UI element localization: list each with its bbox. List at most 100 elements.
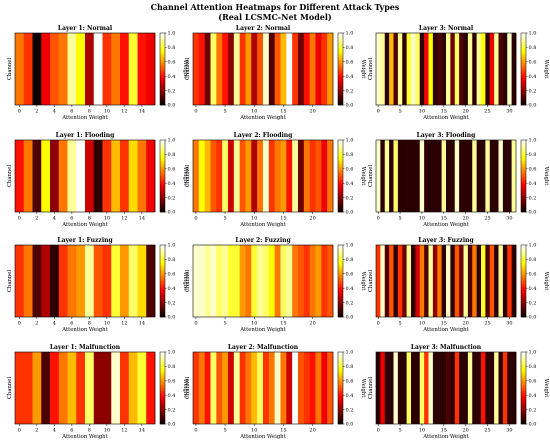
x-tick-label: 12 — [121, 109, 127, 115]
colorbar-segment — [160, 288, 165, 291]
colorbar-segment — [521, 365, 526, 368]
heatmap-cell — [298, 33, 305, 105]
colorbar-segment — [160, 365, 165, 368]
heatmap-cell — [489, 140, 495, 212]
colorbar-segment — [338, 312, 343, 315]
heatmap-cell — [327, 33, 334, 105]
colorbar-segment — [338, 276, 343, 279]
heatmap-cell — [459, 245, 464, 317]
colorbar-segment — [338, 257, 343, 259]
heatmap-cell — [384, 33, 390, 105]
x-tick-label: 5 — [223, 321, 226, 327]
colorbar-segment — [521, 149, 526, 151]
x-tick-label: 2 — [35, 428, 38, 434]
colorbar-segment — [160, 147, 165, 150]
heatmap-cell — [216, 140, 223, 212]
colorbar-tick-label: 0.8 — [168, 364, 176, 370]
colorbar-tick-label: 0.6 — [529, 167, 537, 173]
colorbar-segment — [160, 36, 165, 38]
colorbar-segment — [521, 285, 526, 288]
y-axis-label: Channel — [368, 58, 374, 81]
plot-frame — [375, 139, 517, 213]
x-tick-label: 2 — [35, 216, 38, 222]
colorbar-segment — [160, 159, 165, 162]
colorbar-segment — [338, 87, 343, 89]
colorbar-segment — [521, 245, 526, 247]
x-tick-label: 0 — [194, 216, 197, 222]
colorbar-segment — [338, 261, 343, 264]
colorbar-segment — [521, 383, 526, 386]
colorbar-segment — [338, 210, 343, 213]
colorbar-segment — [338, 406, 343, 408]
colorbar-segment — [521, 49, 526, 52]
heatmap-cell — [463, 352, 469, 424]
colorbar-segment — [521, 78, 526, 80]
colorbar-segment — [521, 66, 526, 68]
heatmap-cell — [286, 245, 293, 317]
x-tick-label: 8 — [88, 321, 91, 327]
heatmap-cell — [120, 245, 130, 317]
colorbar-segment — [338, 173, 343, 175]
colorbar-tick-label: 0.4 — [346, 393, 354, 399]
heatmap-cell — [419, 245, 425, 317]
colorbar-segment — [521, 281, 526, 283]
colorbar-segment — [338, 266, 343, 268]
heatmap-cell — [446, 33, 451, 105]
x-tick-label: 10 — [419, 321, 425, 327]
y-axis-label: Channel — [7, 377, 13, 400]
colorbar-segment — [338, 174, 343, 177]
colorbar-segment — [521, 382, 526, 384]
colorbar-segment — [521, 409, 526, 411]
colorbar-segment — [160, 397, 165, 399]
colorbar-segment — [521, 380, 526, 383]
x-axis-label: Attention Weight — [239, 434, 286, 440]
colorbar-segment — [521, 278, 526, 280]
heatmap-cell — [467, 140, 473, 212]
colorbar-frame — [520, 244, 527, 318]
colorbar-segment — [521, 273, 526, 276]
colorbar-tick-label: 0.6 — [346, 60, 354, 66]
heatmap-cell — [102, 33, 112, 105]
heatmap-cell — [502, 352, 508, 424]
heatmap-cell — [415, 33, 421, 105]
heatmap-cell — [424, 245, 429, 317]
heatmap-cell — [58, 245, 68, 317]
colorbar-segment — [521, 412, 526, 414]
heatmap-cell — [393, 140, 399, 212]
colorbar-segment — [521, 164, 526, 166]
colorbar-tick-label: 0.4 — [168, 74, 176, 80]
colorbar-segment — [521, 57, 526, 59]
heatmap-cell — [216, 352, 223, 424]
colorbar-segment — [521, 69, 526, 71]
x-tick-label: 15 — [280, 321, 286, 327]
colorbar-segment — [521, 63, 526, 65]
colorbar-segment — [521, 34, 526, 37]
colorbar-segment — [338, 197, 343, 199]
colorbar-segment — [160, 162, 165, 165]
heatmap-cell — [76, 352, 86, 424]
heatmap-panels: Layer 1: Normal 0 2 4 6 8 10 12 14 Attention Weig… — [7, 25, 549, 440]
colorbar-segment — [160, 373, 165, 375]
x-tick-label: 2 — [35, 109, 38, 115]
colorbar-segment — [521, 42, 526, 44]
colorbar-segment — [521, 407, 526, 410]
y-axis-label: Channel — [7, 165, 13, 188]
colorbar-segment — [521, 264, 526, 267]
x-tick-label: 12 — [121, 428, 127, 434]
colorbar-segment — [338, 246, 343, 249]
colorbar-segment — [521, 170, 526, 172]
colorbar-segment — [521, 96, 526, 98]
colorbar-frame — [159, 32, 166, 106]
colorbar-segment — [160, 164, 165, 166]
colorbar-segment — [521, 260, 526, 262]
colorbar-segment — [160, 291, 165, 294]
colorbar-segment — [160, 267, 165, 270]
heatmap-cell — [321, 140, 328, 212]
colorbar-segment — [521, 73, 526, 76]
colorbar-segment — [521, 299, 526, 301]
colorbar-segment — [521, 275, 526, 277]
colorbar-segment — [160, 75, 165, 77]
colorbar-segment — [160, 203, 165, 205]
colorbar-tick-label: 0.6 — [168, 167, 176, 173]
plot-frame — [375, 244, 517, 318]
